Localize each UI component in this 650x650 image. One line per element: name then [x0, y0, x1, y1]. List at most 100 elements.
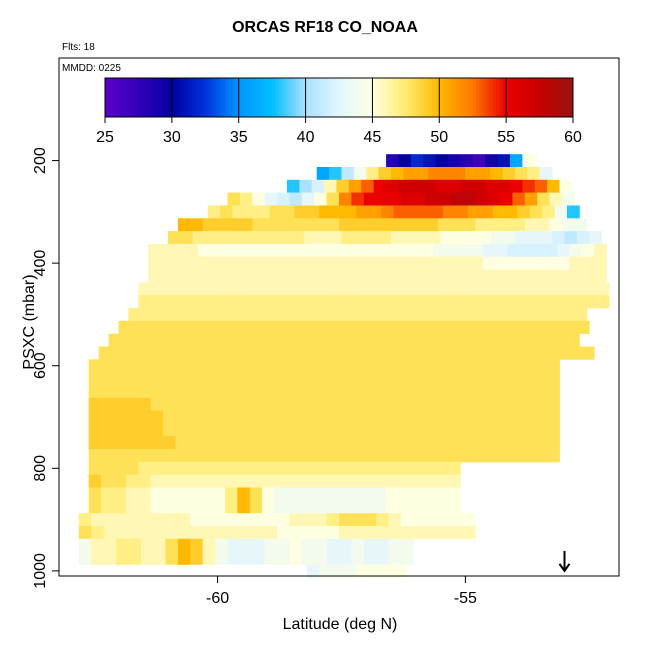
heatmap-cell	[200, 474, 213, 488]
colorbar-segment	[399, 78, 404, 117]
heatmap-cell	[123, 346, 137, 360]
heatmap-cell	[396, 269, 409, 283]
heatmap-cell	[207, 333, 221, 347]
colorbar-tick-label: 25	[96, 129, 114, 146]
heatmap-cell	[311, 423, 325, 437]
heatmap-cell	[485, 372, 498, 386]
heatmap-cell	[596, 295, 610, 309]
colorbar-segment	[415, 78, 420, 117]
heatmap-cell	[311, 410, 325, 424]
heatmap-cell	[398, 500, 412, 514]
heatmap-cell	[336, 449, 350, 463]
heatmap-cell	[274, 500, 288, 514]
heatmap-cell	[200, 449, 213, 463]
heatmap-cell	[215, 526, 228, 540]
heatmap-cell	[485, 295, 498, 309]
heatmap-cell	[361, 282, 375, 296]
heatmap-cell	[259, 243, 273, 258]
heatmap-cell	[274, 449, 288, 463]
heatmap-cell	[88, 474, 102, 488]
colorbar-segment	[332, 78, 337, 117]
heatmap-cell	[361, 449, 375, 463]
heatmap-cell	[569, 269, 583, 283]
heatmap-cell	[448, 487, 461, 501]
colorbar-segment	[288, 78, 293, 117]
heatmap-cell	[410, 423, 424, 437]
heatmap-cell	[202, 218, 216, 232]
heatmap-cell	[202, 538, 216, 552]
heatmap-cell	[522, 449, 536, 463]
heatmap-cell	[113, 410, 127, 424]
heatmap-cell	[101, 410, 114, 424]
colorbar-segment	[382, 78, 387, 117]
heatmap-cell	[433, 256, 446, 270]
heatmap-cell	[262, 282, 275, 296]
heatmap-cell	[316, 320, 330, 334]
heatmap-cell	[190, 526, 204, 540]
heatmap-cell	[361, 372, 375, 386]
colorbar-segment	[532, 78, 537, 117]
heatmap-cell	[301, 538, 315, 552]
colorbar-segment	[155, 78, 159, 117]
heatmap-cell	[319, 564, 332, 578]
heatmap-cell	[403, 167, 417, 181]
heatmap-cell	[125, 436, 139, 450]
heatmap-cell	[306, 564, 320, 578]
heatmap-cell	[358, 243, 372, 258]
heatmap-cell	[410, 282, 424, 296]
heatmap-cell	[289, 538, 303, 552]
heatmap-cell	[262, 385, 275, 399]
colorbar-segment	[422, 78, 427, 117]
heatmap-cell	[125, 372, 139, 386]
heatmap-cell	[423, 423, 436, 437]
heatmap-cell	[410, 474, 424, 488]
heatmap-cell	[212, 282, 226, 296]
heatmap-cell	[185, 243, 199, 258]
heatmap-cell	[230, 320, 243, 334]
heatmap-cell	[485, 385, 498, 399]
heatmap-cell	[259, 346, 273, 360]
heatmap-cell	[225, 397, 238, 411]
heatmap-cell	[428, 167, 441, 181]
heatmap-cell	[163, 397, 176, 411]
heatmap-cell	[175, 500, 189, 514]
heatmap-cell	[316, 231, 330, 245]
heatmap-cell	[524, 308, 538, 322]
colorbar-segment	[439, 78, 444, 117]
heatmap-cell	[527, 231, 541, 245]
colorbar-segment	[125, 78, 129, 117]
heatmap-cell	[257, 333, 270, 347]
heatmap-cell	[175, 436, 189, 450]
heatmap-cell	[534, 397, 548, 411]
colorbar-segment	[512, 78, 517, 117]
colorbar-tick-label: 60	[564, 129, 582, 146]
colorbar-segment	[335, 78, 340, 117]
heatmap-cell	[244, 205, 258, 219]
heatmap-cell	[324, 372, 337, 386]
colorbar-segment	[258, 78, 263, 117]
colorbar-segment	[292, 78, 297, 117]
heatmap-cell	[495, 256, 508, 270]
heatmap-cell	[398, 436, 412, 450]
heatmap-cell	[497, 423, 511, 437]
heatmap-cell	[361, 500, 375, 514]
heatmap-cell	[358, 269, 372, 283]
heatmap-cell	[150, 449, 164, 463]
heatmap-cell	[423, 410, 436, 424]
heatmap-cell	[423, 474, 436, 488]
heatmap-cell	[314, 308, 327, 322]
colorbar-segment	[305, 78, 310, 117]
heatmap-cell	[505, 205, 518, 219]
heatmap-cell	[482, 243, 496, 258]
heatmap-cell	[326, 538, 340, 552]
heatmap-cell	[529, 205, 543, 219]
heatmap-cell	[386, 359, 399, 373]
heatmap-cell	[408, 256, 422, 270]
heatmap-cell	[453, 231, 466, 245]
heatmap-cell	[438, 308, 451, 322]
heatmap-cell	[237, 385, 251, 399]
heatmap-cell	[113, 449, 127, 463]
heatmap-cell	[584, 282, 598, 296]
heatmap-cell	[212, 449, 226, 463]
heatmap-cell	[331, 333, 345, 347]
